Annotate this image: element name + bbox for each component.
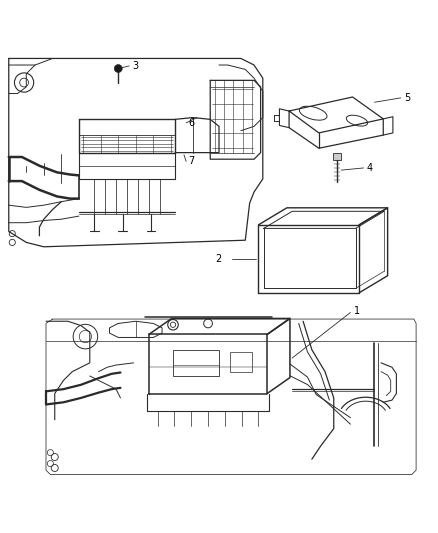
Text: 5: 5 [404,93,410,103]
Text: 7: 7 [188,156,194,166]
Circle shape [114,64,122,72]
Bar [333,153,341,160]
Bar [230,352,252,372]
Text: 2: 2 [215,254,222,264]
Text: 4: 4 [367,163,373,173]
Bar [173,350,219,376]
Text: 6: 6 [188,118,194,128]
Text: 1: 1 [354,306,360,316]
Text: 3: 3 [133,61,139,71]
